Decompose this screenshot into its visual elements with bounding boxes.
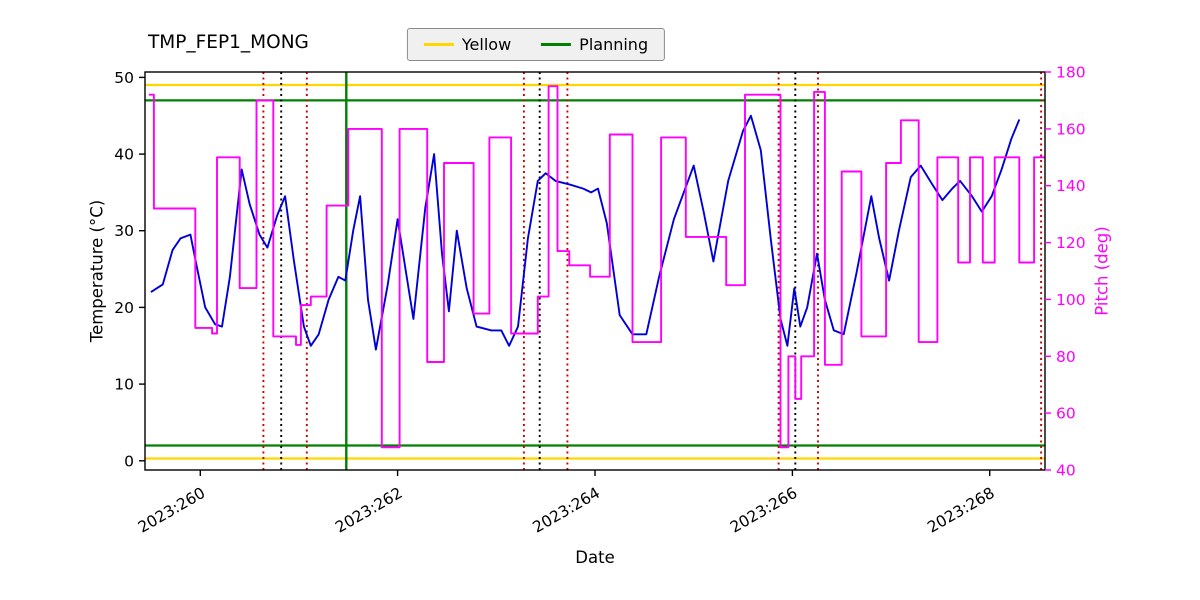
y-tick-left-label: 50: [114, 69, 134, 87]
y-tick-right-label: 60: [1056, 405, 1076, 423]
y-tick-left-label: 20: [114, 299, 134, 317]
chart-title: TMP_FEP1_MONG: [148, 32, 309, 53]
axes-spines: [144, 71, 1046, 471]
series-pitch-line: [148, 85, 1045, 449]
x-tick-label: 2023:264: [530, 484, 603, 537]
y-tick-right-label: 80: [1056, 348, 1076, 366]
y-tick-right-label: 140: [1056, 177, 1086, 195]
y-tick-right-label: 160: [1056, 120, 1086, 138]
x-axis-label: Date: [575, 548, 615, 567]
y-tick-left-label: 40: [114, 146, 134, 164]
y-tick-left-label: 0: [124, 452, 134, 470]
x-tick-label: 2023:262: [332, 484, 405, 537]
series-temperature-line: [150, 114, 1021, 351]
y-axis-label-right: Pitch (deg): [1092, 226, 1112, 316]
planning-line-sample: [541, 42, 572, 47]
y-tick-right-label: 40: [1056, 462, 1076, 480]
y-tick-right-label: 120: [1056, 234, 1086, 252]
legend: Yellow Planning: [406, 28, 666, 61]
x-tick-label: 2023:268: [924, 484, 997, 537]
yellow-line-sample: [423, 42, 454, 47]
legend-item-yellow: Yellow: [423, 35, 512, 54]
legend-item-planning: Planning: [541, 35, 648, 54]
y-axis-label-left: Temperature (°C): [87, 199, 107, 343]
x-tick-label: 2023:260: [135, 484, 208, 537]
legend-label-planning: Planning: [579, 35, 649, 54]
y-tick-right-label: 180: [1056, 64, 1086, 82]
y-tick-left-label: 30: [114, 222, 134, 240]
y-tick-left-label: 10: [114, 376, 134, 394]
y-tick-right-label: 100: [1056, 291, 1086, 309]
x-tick-label: 2023:266: [727, 484, 800, 537]
legend-label-yellow: Yellow: [461, 35, 512, 54]
